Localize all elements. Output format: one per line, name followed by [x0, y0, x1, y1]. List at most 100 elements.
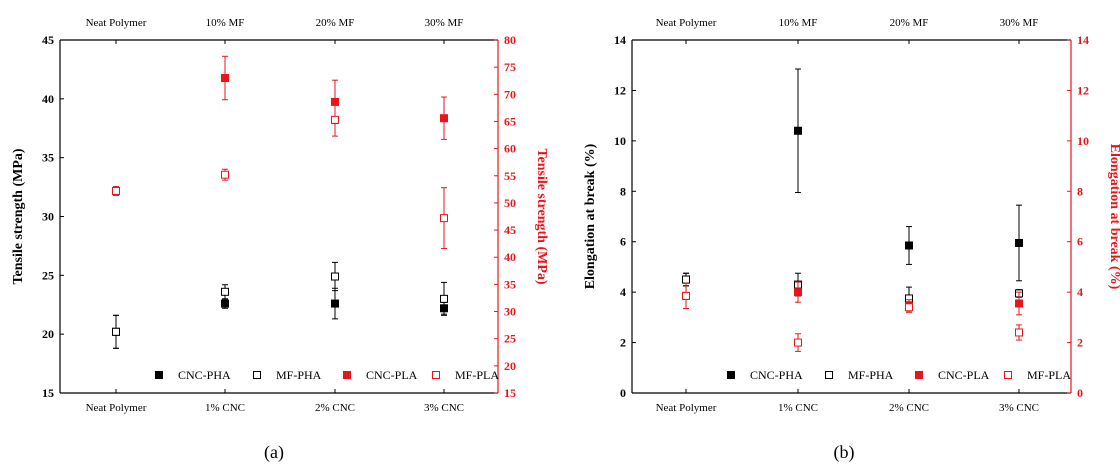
top-category-label: Neat Polymer	[86, 17, 147, 29]
left-tick-label: 14	[614, 33, 626, 47]
left-tick-label: 12	[614, 83, 626, 97]
data-point	[1015, 238, 1023, 247]
top-category-label: 30% MF	[425, 17, 464, 29]
legend-marker	[915, 371, 923, 379]
data-point	[221, 299, 229, 308]
right-axis-title: Tensile strength (MPa)	[534, 148, 549, 284]
bottom-category-label: 3% CNC	[424, 402, 464, 414]
legend-label: CNC-PLA	[938, 368, 990, 382]
data-point	[905, 241, 913, 250]
legend-marker	[1004, 371, 1012, 379]
data-point	[682, 275, 690, 284]
bottom-category-label: 1% CNC	[205, 402, 245, 414]
series-mf-pla	[682, 282, 1023, 352]
left-tick-label: 4	[620, 285, 626, 299]
bottom-category-label: Neat Polymer	[656, 402, 717, 414]
right-tick-label: 55	[504, 169, 516, 183]
bottom-category-label: 1% CNC	[778, 402, 818, 414]
data-point	[1015, 328, 1023, 337]
right-tick-label: 65	[504, 114, 516, 128]
right-tick-label: 12	[1077, 83, 1089, 97]
top-category-label: 30% MF	[1000, 17, 1039, 29]
data-point	[905, 303, 913, 312]
legend-marker	[727, 371, 735, 379]
series-mf-pha	[682, 272, 1023, 311]
series-cnc-pla	[112, 55, 448, 196]
legend-label: MF-PLA	[1027, 368, 1071, 382]
right-tick-label: 70	[504, 87, 516, 101]
series-cnc-pla	[682, 281, 1023, 316]
data-point	[221, 74, 229, 83]
data-point	[440, 114, 448, 123]
right-tick-label: 0	[1077, 386, 1083, 400]
right-tick-label: 14	[1077, 33, 1089, 47]
right-tick-label: 20	[504, 359, 516, 373]
legend-marker	[253, 371, 261, 379]
right-tick-label: 60	[504, 142, 516, 156]
legend-marker	[825, 371, 833, 379]
data-point	[440, 294, 448, 303]
legend-label: MF-PLA	[455, 368, 499, 382]
data-point	[112, 186, 120, 195]
data-point	[221, 287, 229, 296]
legend-label: CNC-PLA	[366, 368, 418, 382]
right-tick-label: 45	[504, 223, 516, 237]
left-tick-label: 30	[42, 210, 54, 224]
bottom-category-label: Neat Polymer	[86, 402, 147, 414]
right-tick-label: 25	[504, 332, 516, 346]
right-tick-label: 2	[1077, 336, 1083, 350]
left-tick-label: 10	[614, 134, 626, 148]
right-tick-label: 50	[504, 196, 516, 210]
panel-caption: (b)	[834, 442, 855, 463]
right-tick-label: 35	[504, 277, 516, 291]
legend-label: MF-PHA	[276, 368, 322, 382]
top-category-label: 20% MF	[890, 17, 929, 29]
panel-a: 15 20 25 30 35 40 45 15 20 25 30 35 40 45 50 55 60 65 70 75…	[11, 17, 549, 463]
data-point	[682, 291, 690, 300]
series-mf-pha	[112, 261, 448, 349]
bottom-category-label: 2% CNC	[315, 402, 355, 414]
top-category-label: 10% MF	[206, 17, 245, 29]
data-point	[794, 288, 802, 297]
legend-marker	[432, 371, 440, 379]
left-tick-label: 6	[620, 235, 626, 249]
legend-label: CNC-PHA	[178, 368, 231, 382]
data-point	[331, 115, 339, 124]
right-tick-label: 80	[504, 33, 516, 47]
left-tick-label: 15	[42, 386, 54, 400]
bottom-category-label: 3% CNC	[999, 402, 1039, 414]
bottom-category-label: 2% CNC	[889, 402, 929, 414]
panel-b: 0 2 4 6 8 10 12 14 0 2 4 6 8 10 12 14 Neat Polymer 1% CNC…	[583, 17, 1120, 463]
right-tick-label: 4	[1077, 285, 1083, 299]
left-axis-title: Tensile strength (MPa)	[11, 148, 26, 284]
top-category-label: 20% MF	[316, 17, 355, 29]
left-tick-label: 25	[42, 268, 54, 282]
left-tick-label: 35	[42, 151, 54, 165]
legend-label: CNC-PHA	[750, 368, 803, 382]
right-tick-label: 30	[504, 305, 516, 319]
right-tick-label: 6	[1077, 235, 1083, 249]
data-point	[112, 327, 120, 336]
legend-label: MF-PHA	[848, 368, 894, 382]
right-tick-label: 8	[1077, 184, 1083, 198]
left-tick-label: 0	[620, 386, 626, 400]
right-tick-label: 40	[504, 250, 516, 264]
right-tick-label: 15	[504, 386, 516, 400]
right-tick-label: 10	[1077, 134, 1089, 148]
data-point	[331, 272, 339, 281]
data-point	[1015, 299, 1023, 308]
series-cnc-pha	[682, 68, 1023, 287]
data-point	[794, 338, 802, 347]
top-category-label: 10% MF	[779, 17, 818, 29]
right-axis-title: Elongation at break (%)	[1107, 144, 1120, 290]
left-tick-label: 8	[620, 184, 626, 198]
data-point	[794, 126, 802, 135]
panel-caption: (a)	[264, 442, 284, 463]
data-point	[440, 214, 448, 223]
right-tick-label: 75	[504, 60, 516, 74]
series-mf-pla	[112, 103, 448, 250]
left-tick-label: 20	[42, 327, 54, 341]
data-point	[331, 299, 339, 308]
left-tick-label: 40	[42, 92, 54, 106]
